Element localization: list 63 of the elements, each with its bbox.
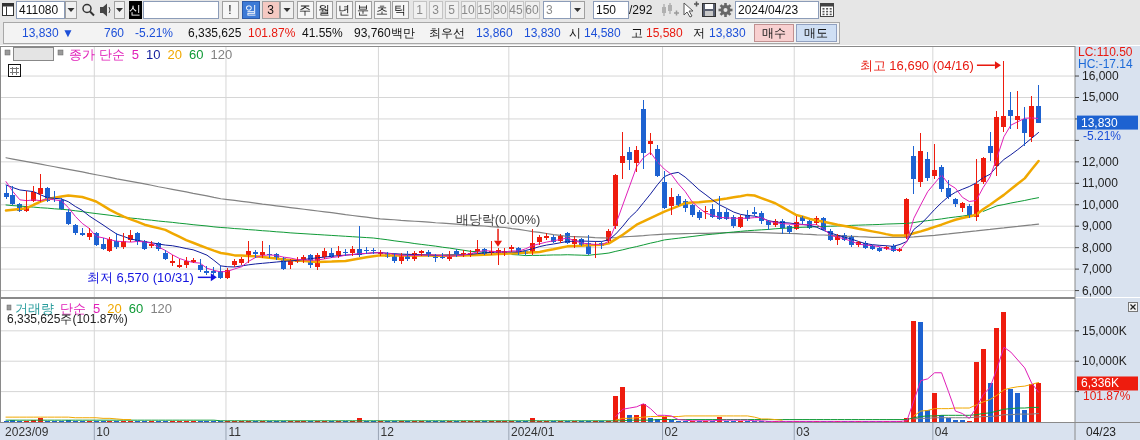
text: 20: [167, 46, 182, 62]
x-tick-label: 04: [934, 424, 949, 439]
y-tick-label: 7,000: [1082, 262, 1113, 277]
y-tick-label: 6,000: [1082, 283, 1113, 298]
text: 13,830 ▼: [22, 26, 74, 40]
text: 6,335,625: [188, 26, 242, 40]
x-tick-label: 2023/09: [5, 424, 49, 439]
legend-title: 종가 단순: [69, 46, 125, 62]
text: 60: [189, 46, 204, 62]
text: 10: [145, 46, 161, 62]
annotation: 최저 6,570 (10/31): [86, 269, 194, 285]
x-tick-label: 02: [664, 424, 679, 439]
text: 13,830: [1081, 115, 1119, 130]
y-tick-label: 10,000: [1082, 197, 1120, 212]
y-tick-label: 11,000: [1082, 176, 1119, 191]
text: 13,830: [709, 26, 747, 40]
text: 시: [569, 26, 581, 40]
text: 14,580: [584, 26, 622, 40]
y-tick-label: 15,000K: [1082, 323, 1127, 338]
text: 120: [210, 46, 233, 62]
annotation: 최고 16,690 (04/16): [859, 57, 974, 73]
text: 120: [150, 300, 173, 316]
text: 760: [104, 26, 125, 40]
text: LC:110.50: [1078, 45, 1133, 59]
text: !: [228, 3, 232, 17]
y-tick-label: 12,000: [1082, 154, 1120, 169]
text: 매수: [761, 26, 786, 40]
text: HC:-17.14: [1078, 57, 1134, 71]
text: 411080: [19, 3, 59, 17]
text: -5.21%: [1083, 128, 1122, 143]
text: -5.21%: [135, 26, 174, 40]
y-tick-label: 10,000K: [1082, 354, 1127, 369]
x-tick-label: 12: [380, 424, 395, 439]
chart-title: 거래량: [15, 300, 54, 316]
x-tick-label: 03: [796, 424, 810, 439]
text: 6,336K: [1081, 376, 1120, 391]
x-tick-label: 11: [228, 424, 242, 439]
text: 101.87%: [1083, 389, 1131, 404]
text: 60: [128, 300, 144, 316]
y-tick-label: 9,000: [1082, 219, 1113, 234]
text: 101.87%: [248, 26, 296, 40]
text: 93,760백만: [354, 26, 415, 40]
x-tick-label: 10: [96, 424, 111, 439]
text: 2024/04/23: [738, 3, 799, 17]
y-tick-label: 16,000: [1082, 69, 1120, 84]
text: 15,580: [646, 26, 684, 40]
y-tick-label: 8,000: [1082, 240, 1113, 255]
y-tick-label: 15,000: [1082, 90, 1120, 105]
text: 41.55%: [302, 26, 344, 40]
text: 5: [131, 46, 139, 62]
text: 04/23: [1086, 425, 1117, 439]
text: /292: [629, 3, 653, 17]
text: 3: [267, 3, 275, 17]
text: 고: [631, 26, 643, 40]
text: 3: [546, 3, 553, 17]
text: 저: [693, 26, 705, 40]
text: 매도: [804, 26, 828, 40]
x-tick-label: 2024/01: [510, 424, 555, 439]
text: 최우선: [429, 26, 465, 40]
text: 13,860: [476, 26, 514, 40]
text: 150: [596, 3, 617, 17]
text: 13,830: [524, 26, 562, 40]
annotation: 배당락(0.00%): [455, 212, 541, 228]
